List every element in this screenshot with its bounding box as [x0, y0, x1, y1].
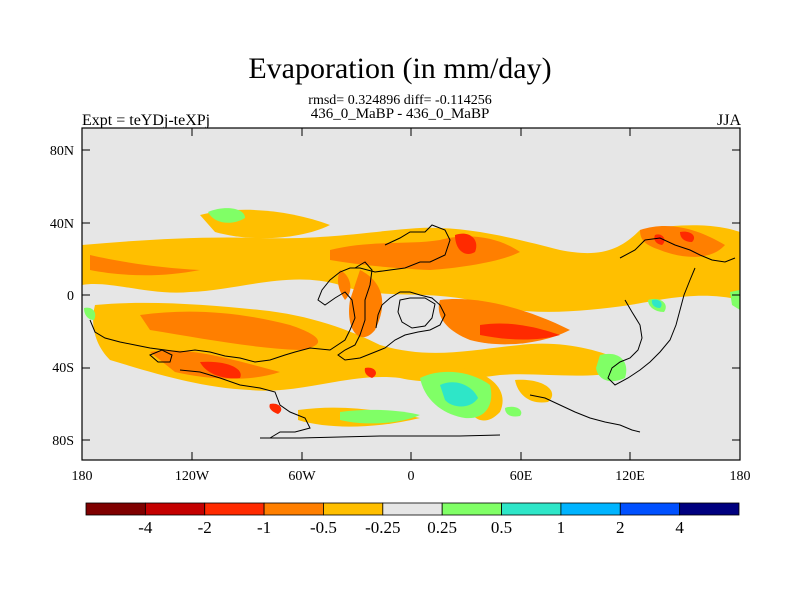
colorbar-label: 4 — [675, 518, 684, 537]
contour-fields — [82, 208, 740, 427]
colorbar-box — [619, 502, 681, 516]
lat-label-80n: 80N — [50, 144, 74, 159]
longitude-labels: 180 120W 60W 0 60E 120E 180 — [72, 469, 751, 484]
map-title: Evaporation (in mm/day) — [248, 52, 552, 85]
lat-label-80s: 80S — [52, 434, 74, 449]
axis-ticks — [81, 128, 741, 460]
coastlines — [89, 224, 736, 439]
contour-cyan — [440, 299, 662, 407]
lon-label-60e: 60E — [510, 469, 533, 484]
colorbar-box — [382, 502, 443, 516]
lon-label-60w: 60W — [288, 469, 316, 484]
lon-label-120w: 120W — [175, 469, 210, 484]
colorbar-box — [560, 502, 621, 516]
colorbar-label: -1 — [257, 518, 271, 537]
colorbar-box — [204, 502, 265, 516]
lat-label-40s: 40S — [52, 361, 74, 376]
lat-label-40n: 40N — [50, 217, 74, 232]
season-label: JJA — [716, 112, 741, 129]
colorbar-box — [323, 502, 384, 516]
colorbar-label: -4 — [138, 518, 153, 537]
colorbar-label: -2 — [198, 518, 212, 537]
colorbar-box — [679, 502, 740, 516]
experiment-label: Expt = teYDj-teXPj — [82, 112, 211, 129]
contour-red — [200, 231, 695, 414]
case-line: 436_0_MaBP - 436_0_MaBP — [310, 106, 490, 122]
colorbar-label: 2 — [616, 518, 625, 537]
lon-label-120e: 120E — [615, 469, 645, 484]
colorbar-label: -0.5 — [310, 518, 337, 537]
lon-label-180w: 180 — [72, 469, 93, 484]
colorbar-box — [263, 502, 324, 516]
colorbar-label: 0.5 — [491, 518, 512, 537]
colorbar-label: 0.25 — [427, 518, 457, 537]
colorbar-box — [441, 502, 502, 516]
lon-label-180e: 180 — [730, 469, 751, 484]
colorbar-label: -0.25 — [365, 518, 400, 537]
colorbar-box — [144, 502, 206, 516]
colorbar-label: 1 — [557, 518, 566, 537]
stats-line: rmsd= 0.324896 diff= -0.114256 — [308, 93, 492, 108]
colorbar-box — [501, 502, 562, 516]
colorbar-box — [85, 502, 146, 516]
latitude-labels: 80N 40N 0 40S 80S — [50, 144, 74, 449]
lon-label-0: 0 — [408, 469, 415, 484]
colorbar: -4 -2 -1 -0.5 -0.25 0.25 0.5 1 2 4 — [85, 502, 740, 537]
lat-label-0: 0 — [67, 289, 74, 304]
